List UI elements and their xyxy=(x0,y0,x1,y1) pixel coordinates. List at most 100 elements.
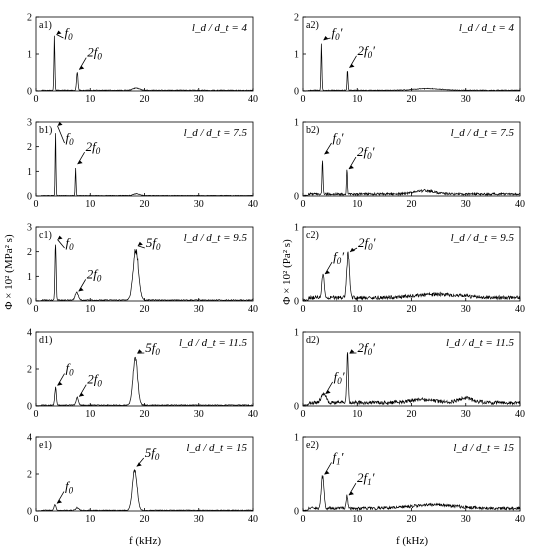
panel-e1: 0 10 20 30 40 0 2 4 e1) l_d / d_t = 15 f0 5f0 xyxy=(27,433,258,526)
x-tick-label: 40 xyxy=(515,304,525,315)
y-tick-label: 3 xyxy=(27,223,32,234)
annotation-arrowhead xyxy=(78,287,84,292)
y-tick-label: 1 xyxy=(294,223,299,234)
condition-label-e1: l_d / d_t = 15 xyxy=(186,442,247,454)
y-tick-label: 0 xyxy=(294,192,299,203)
y-tick-label: 0 xyxy=(27,402,32,413)
spectrum-line-a1 xyxy=(35,35,254,92)
x-tick-label: 10 xyxy=(352,94,362,105)
panel-label-c1: c1) xyxy=(39,230,52,241)
annotation-c1-0: f0 xyxy=(66,235,75,252)
x-tick-label: 0 xyxy=(34,409,39,420)
y-tick-label: 0 xyxy=(27,297,32,308)
condition-label-a2: l_d / d_t = 4 xyxy=(459,22,515,34)
x-tick-label: 40 xyxy=(515,94,525,105)
x-tick-label: 10 xyxy=(85,199,95,210)
y-tick-label: 2 xyxy=(27,142,32,153)
y-tick-label: 0 xyxy=(294,297,299,308)
panel-label-b2: b2) xyxy=(306,125,319,136)
annotation-e2-0: f1′ xyxy=(333,449,344,466)
panel-label-c2: c2) xyxy=(306,230,319,241)
panel-label-d1: d1) xyxy=(39,335,52,346)
x-tick-label: 20 xyxy=(407,304,417,315)
annotation-a2-0: f0′ xyxy=(331,25,342,42)
annotation-arrowhead xyxy=(57,121,63,126)
annotation-arrowhead xyxy=(325,389,331,394)
x-tick-label: 10 xyxy=(85,94,95,105)
annotation-a1-0: f0 xyxy=(64,25,73,42)
x-tick-label: 10 xyxy=(85,409,95,420)
x-tick-label: 0 xyxy=(301,199,306,210)
spectrum-line-a2 xyxy=(302,43,521,92)
y-tick-label: 0 xyxy=(294,87,299,98)
panel-c1: 0 10 20 30 40 0 1 2 3 c1) l_d / d_t = 9.5 f0 2f0 5f0 xyxy=(27,223,258,316)
annotation-arrowhead xyxy=(137,241,143,246)
y-tick-label: 2 xyxy=(294,13,299,24)
x-tick-label: 0 xyxy=(34,514,39,525)
x-tick-label: 0 xyxy=(34,304,39,315)
x-tick-label: 10 xyxy=(85,304,95,315)
x-tick-label: 20 xyxy=(407,199,417,210)
y-tick-label: 1 xyxy=(294,433,299,444)
y-tick-label: 2 xyxy=(27,470,32,481)
annotation-arrowhead xyxy=(349,349,355,354)
y-tick-label: 1 xyxy=(27,50,32,61)
annotation-c2-0: f0′ xyxy=(333,249,344,266)
y-tick-label: 2 xyxy=(27,247,32,258)
panel-d2: 0 10 20 30 40 0 1 d2) l_d / d_t = 11.5 f0′ 2f0′ xyxy=(294,328,525,421)
x-tick-label: 30 xyxy=(194,304,204,315)
panel-a1: 0 10 20 30 40 0 1 2 a1) l_d / d_t = 4 f0 2f0 xyxy=(27,13,258,106)
x-tick-label: 30 xyxy=(194,199,204,210)
condition-label-c2: l_d / d_t = 9.5 xyxy=(451,232,515,244)
annotation-a2-1: 2f0′ xyxy=(357,43,375,60)
x-tick-label: 30 xyxy=(194,409,204,420)
annotation-arrow xyxy=(56,34,64,39)
x-tick-label: 40 xyxy=(248,304,258,315)
annotation-arrowhead xyxy=(56,499,62,504)
annotation-arrow xyxy=(137,245,145,249)
annotation-arrow xyxy=(57,239,65,249)
y-axis-label-left: Φ × 10² (MPa² s) xyxy=(3,234,15,310)
x-tick-label: 40 xyxy=(248,199,258,210)
annotation-arrowhead xyxy=(56,30,62,35)
panel-b2: 0 10 20 30 40 0 1 b2) l_d / d_t = 7.5 f0′ 2f0′ xyxy=(294,118,525,211)
x-tick-label: 30 xyxy=(194,94,204,105)
annotation-arrowhead xyxy=(348,165,354,170)
y-tick-label: 0 xyxy=(27,87,32,98)
spectrum-line-c2 xyxy=(302,251,521,302)
annotation-arrowhead xyxy=(350,247,356,252)
x-tick-label: 40 xyxy=(515,514,525,525)
annotation-d2-1: 2f0′ xyxy=(357,340,375,357)
x-tick-label: 40 xyxy=(515,409,525,420)
annotation-arrowhead xyxy=(325,270,331,275)
x-tick-label: 20 xyxy=(407,409,417,420)
panel-label-a2: a2) xyxy=(306,20,319,31)
panel-label-e2: e2) xyxy=(306,440,319,451)
panel-label-e1: e1) xyxy=(39,440,52,451)
x-tick-label: 10 xyxy=(85,514,95,525)
y-axis-label-right: Φ × 10² (Pa² s) xyxy=(281,239,293,305)
x-tick-label: 0 xyxy=(301,304,306,315)
condition-label-d2: l_d / d_t = 11.5 xyxy=(446,337,515,349)
annotation-arrowhead xyxy=(77,160,83,165)
annotation-d1-0: f0 xyxy=(66,361,75,378)
panel-b1: 0 10 20 30 40 0 1 2 3 b1) l_d / d_t = 7.5 f0 2f0 xyxy=(27,118,258,211)
y-tick-label: 0 xyxy=(294,507,299,518)
annotation-arrow xyxy=(57,125,65,144)
panel-d1: 0 10 20 30 40 0 2 4 d1) l_d / d_t = 11.5 f0 2f0 5f0 xyxy=(27,328,258,421)
x-tick-label: 10 xyxy=(352,304,362,315)
annotation-arrowhead xyxy=(349,63,355,68)
x-tick-label: 30 xyxy=(461,514,471,525)
spectrum-line-d2 xyxy=(302,352,521,407)
y-tick-label: 1 xyxy=(294,328,299,339)
condition-label-a1: l_d / d_t = 4 xyxy=(192,22,248,34)
annotation-a1-1: 2f0 xyxy=(87,45,102,62)
annotation-arrowhead xyxy=(348,491,354,496)
y-tick-label: 1 xyxy=(27,167,32,178)
panel-e2: 0 10 20 30 40 0 1 e2) l_d / d_t = 15 f1′ 2f1′ xyxy=(294,433,525,526)
x-tick-label: 40 xyxy=(248,94,258,105)
y-tick-label: 0 xyxy=(294,402,299,413)
annotation-c1-1: 2f0 xyxy=(87,266,102,283)
